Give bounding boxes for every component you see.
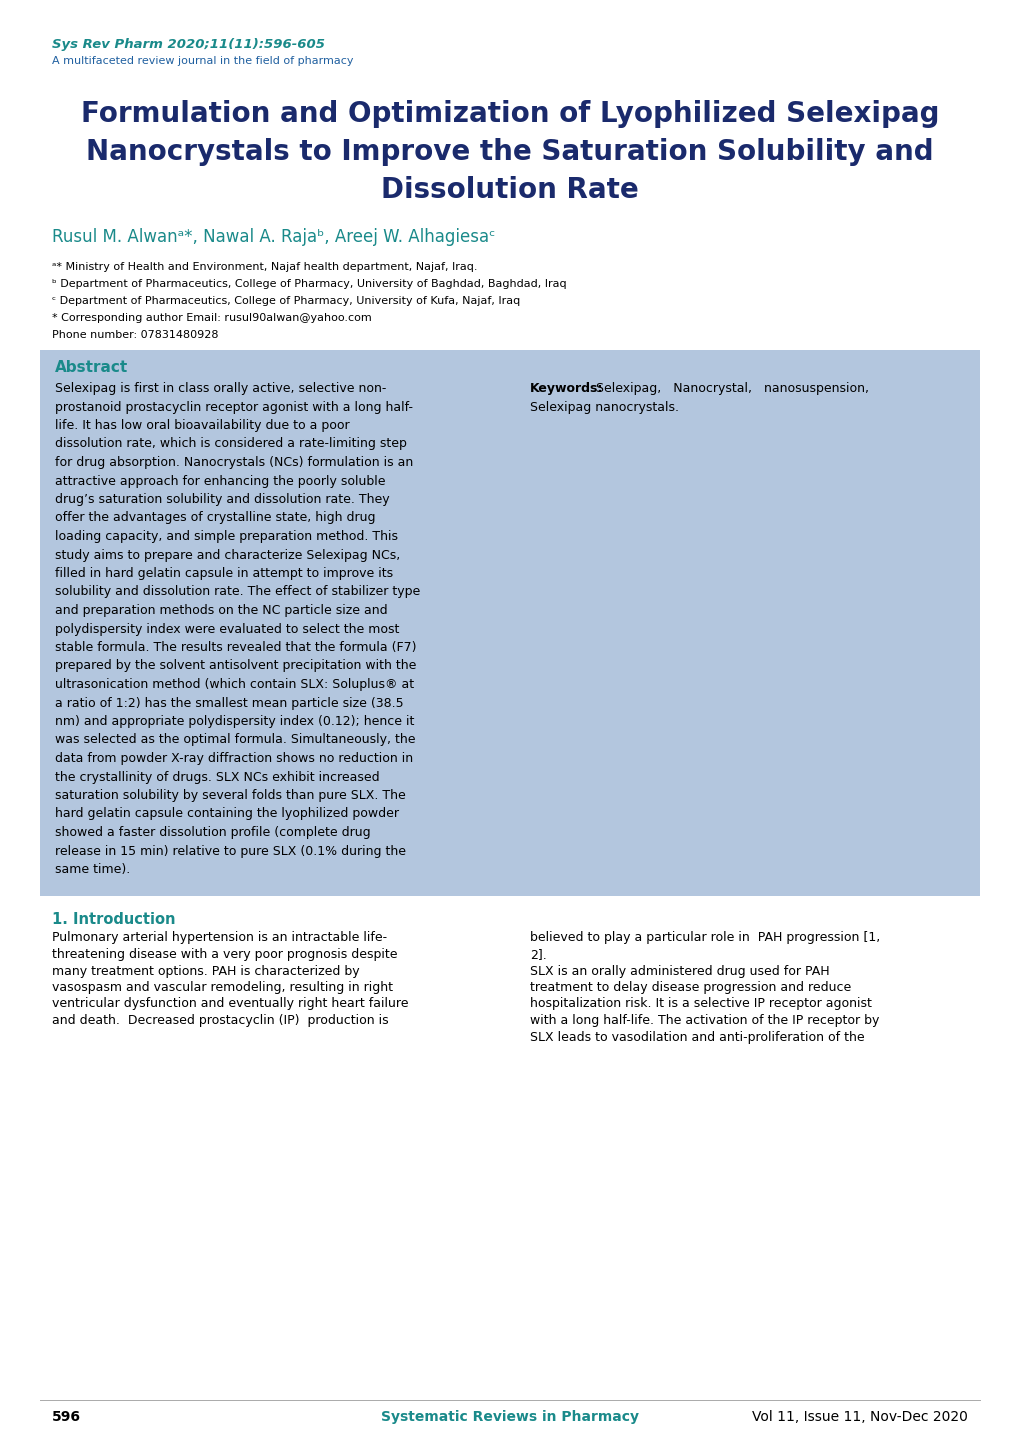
- Text: ultrasonication method (which contain SLX: Soluplus® at: ultrasonication method (which contain SL…: [55, 678, 414, 691]
- Text: offer the advantages of crystalline state, high drug: offer the advantages of crystalline stat…: [55, 512, 375, 525]
- Text: release in 15 min) relative to pure SLX (0.1% during the: release in 15 min) relative to pure SLX …: [55, 845, 406, 858]
- Text: SLX leads to vasodilation and anti-proliferation of the: SLX leads to vasodilation and anti-proli…: [530, 1031, 864, 1044]
- Text: ᵃ* Ministry of Health and Environment, Najaf health department, Najaf, Iraq.: ᵃ* Ministry of Health and Environment, N…: [52, 262, 477, 273]
- Text: Selexipag nanocrystals.: Selexipag nanocrystals.: [530, 401, 679, 414]
- Text: 2].: 2].: [530, 947, 546, 960]
- Text: the crystallinity of drugs. SLX NCs exhibit increased: the crystallinity of drugs. SLX NCs exhi…: [55, 770, 379, 783]
- Text: nm) and appropriate polydispersity index (0.12); hence it: nm) and appropriate polydispersity index…: [55, 715, 414, 728]
- Text: Vol 11, Issue 11, Nov-Dec 2020: Vol 11, Issue 11, Nov-Dec 2020: [751, 1410, 967, 1425]
- Text: believed to play a particular role in  PAH progression [1,: believed to play a particular role in PA…: [530, 932, 879, 945]
- Text: stable formula. The results revealed that the formula (F7): stable formula. The results revealed tha…: [55, 642, 416, 655]
- Text: Sys Rev Pharm 2020;11(11):596-605: Sys Rev Pharm 2020;11(11):596-605: [52, 37, 325, 50]
- Text: solubility and dissolution rate. The effect of stabilizer type: solubility and dissolution rate. The eff…: [55, 585, 420, 598]
- Text: Selexipag is first in class orally active, selective non-: Selexipag is first in class orally activ…: [55, 382, 386, 395]
- Text: many treatment options. PAH is characterized by: many treatment options. PAH is character…: [52, 965, 360, 978]
- Text: A multifaceted review journal in the field of pharmacy: A multifaceted review journal in the fie…: [52, 56, 354, 66]
- Text: Nanocrystals to Improve the Saturation Solubility and: Nanocrystals to Improve the Saturation S…: [86, 138, 933, 166]
- Text: 1. Introduction: 1. Introduction: [52, 911, 175, 927]
- Text: * Corresponding author Email: rusul90alwan@yahoo.com: * Corresponding author Email: rusul90alw…: [52, 313, 371, 323]
- Text: dissolution rate, which is considered a rate-limiting step: dissolution rate, which is considered a …: [55, 437, 407, 450]
- Text: ventricular dysfunction and eventually right heart failure: ventricular dysfunction and eventually r…: [52, 998, 408, 1011]
- Text: saturation solubility by several folds than pure SLX. The: saturation solubility by several folds t…: [55, 789, 406, 802]
- Text: ᶜ Department of Pharmaceutics, College of Pharmacy, University of Kufa, Najaf, I: ᶜ Department of Pharmaceutics, College o…: [52, 296, 520, 306]
- Text: Keywords:: Keywords:: [530, 382, 603, 395]
- Text: treatment to delay disease progression and reduce: treatment to delay disease progression a…: [530, 981, 851, 994]
- Text: prostanoid prostacyclin receptor agonist with a long half-: prostanoid prostacyclin receptor agonist…: [55, 401, 413, 414]
- Text: for drug absorption. Nanocrystals (NCs) formulation is an: for drug absorption. Nanocrystals (NCs) …: [55, 456, 413, 469]
- Text: showed a faster dissolution profile (complete drug: showed a faster dissolution profile (com…: [55, 826, 370, 839]
- Text: Formulation and Optimization of Lyophilized Selexipag: Formulation and Optimization of Lyophili…: [81, 99, 938, 128]
- Text: study aims to prepare and characterize Selexipag NCs,: study aims to prepare and characterize S…: [55, 548, 399, 561]
- Text: Phone number: 07831480928: Phone number: 07831480928: [52, 330, 218, 340]
- Text: drug’s saturation solubility and dissolution rate. They: drug’s saturation solubility and dissolu…: [55, 493, 389, 506]
- Text: same time).: same time).: [55, 862, 130, 875]
- Text: was selected as the optimal formula. Simultaneously, the: was selected as the optimal formula. Sim…: [55, 734, 415, 747]
- Text: hospitalization risk. It is a selective IP receptor agonist: hospitalization risk. It is a selective …: [530, 998, 871, 1011]
- Text: Dissolution Rate: Dissolution Rate: [381, 176, 638, 203]
- Text: vasospasm and vascular remodeling, resulting in right: vasospasm and vascular remodeling, resul…: [52, 981, 392, 994]
- Text: ᵇ Department of Pharmaceutics, College of Pharmacy, University of Baghdad, Baghd: ᵇ Department of Pharmaceutics, College o…: [52, 278, 567, 288]
- Text: prepared by the solvent antisolvent precipitation with the: prepared by the solvent antisolvent prec…: [55, 659, 416, 672]
- Text: filled in hard gelatin capsule in attempt to improve its: filled in hard gelatin capsule in attemp…: [55, 567, 392, 580]
- Text: threatening disease with a very poor prognosis despite: threatening disease with a very poor pro…: [52, 947, 397, 960]
- Text: life. It has low oral bioavailability due to a poor: life. It has low oral bioavailability du…: [55, 420, 350, 433]
- Text: hard gelatin capsule containing the lyophilized powder: hard gelatin capsule containing the lyop…: [55, 808, 398, 820]
- Text: attractive approach for enhancing the poorly soluble: attractive approach for enhancing the po…: [55, 474, 385, 487]
- Text: a ratio of 1:2) has the smallest mean particle size (38.5: a ratio of 1:2) has the smallest mean pa…: [55, 696, 404, 709]
- Text: Systematic Reviews in Pharmacy: Systematic Reviews in Pharmacy: [381, 1410, 638, 1425]
- Text: data from powder X-ray diffraction shows no reduction in: data from powder X-ray diffraction shows…: [55, 751, 413, 766]
- Bar: [40, 350, 979, 895]
- Text: Abstract: Abstract: [55, 360, 128, 375]
- Text: Rusul M. Alwanᵃ*, Nawal A. Rajaᵇ, Areej W. Alhagiesaᶜ: Rusul M. Alwanᵃ*, Nawal A. Rajaᵇ, Areej …: [52, 228, 495, 247]
- Text: SLX is an orally administered drug used for PAH: SLX is an orally administered drug used …: [530, 965, 828, 978]
- Text: loading capacity, and simple preparation method. This: loading capacity, and simple preparation…: [55, 531, 397, 544]
- Text: and preparation methods on the NC particle size and: and preparation methods on the NC partic…: [55, 604, 387, 617]
- Text: 596: 596: [52, 1410, 81, 1425]
- Text: Pulmonary arterial hypertension is an intractable life-: Pulmonary arterial hypertension is an in…: [52, 932, 387, 945]
- Text: with a long half-life. The activation of the IP receptor by: with a long half-life. The activation of…: [530, 1014, 878, 1027]
- Text: polydispersity index were evaluated to select the most: polydispersity index were evaluated to s…: [55, 623, 399, 636]
- Text: and death.  Decreased prostacyclin (IP)  production is: and death. Decreased prostacyclin (IP) p…: [52, 1014, 388, 1027]
- Text: Selexipag,   Nanocrystal,   nanosuspension,: Selexipag, Nanocrystal, nanosuspension,: [587, 382, 868, 395]
